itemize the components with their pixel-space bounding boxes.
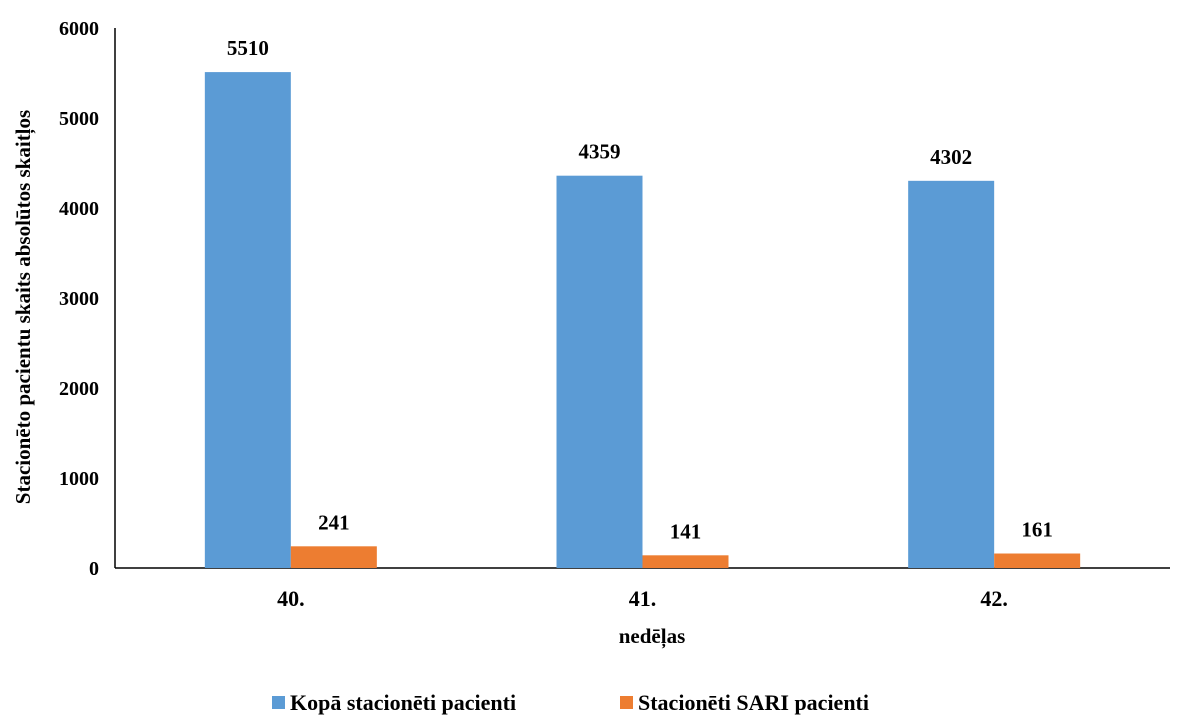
x-tick-label: 40. [277, 586, 305, 611]
x-tick-label: 41. [629, 586, 657, 611]
y-tick-label: 5000 [59, 108, 99, 130]
bar-sari-3 [994, 553, 1081, 568]
bar-sari-1 [290, 546, 377, 568]
data-label: 5510 [227, 36, 269, 60]
data-labels: 5510 241 4359 141 4302 161 [227, 36, 1053, 543]
legend-swatch [620, 696, 633, 709]
y-tick-label: 0 [89, 558, 99, 580]
y-tick-labels: 0 1000 2000 3000 4000 5000 6000 [59, 18, 99, 580]
legend: Kopā stacionēti pacienti Stacionēti SARI … [272, 690, 869, 715]
y-axis: 0 1000 2000 3000 4000 5000 6000 [59, 18, 116, 580]
bar-total-3 [908, 180, 995, 568]
data-label: 141 [670, 519, 702, 543]
legend-label: Kopā stacionēti pacienti [290, 690, 516, 715]
bar-total-2 [556, 175, 643, 568]
data-label: 4359 [579, 140, 621, 164]
x-axis: 40. 41. 42. [115, 567, 1170, 611]
bar-total-1 [204, 72, 291, 568]
y-tick-label: 4000 [59, 198, 99, 220]
legend-swatch [272, 696, 285, 709]
y-axis-title: Stacionēto pacientu skaits absolūtos ska… [11, 110, 36, 504]
y-tick-label: 3000 [59, 288, 99, 310]
legend-label: Stacionēti SARI pacienti [638, 690, 869, 715]
bars [204, 72, 1081, 568]
data-label: 241 [318, 510, 350, 534]
x-axis-title: nedēļas [619, 624, 686, 649]
bar-sari-2 [642, 555, 729, 568]
y-tick-label: 2000 [59, 378, 99, 400]
data-label: 161 [1021, 518, 1053, 542]
y-tick-label: 6000 [59, 18, 99, 40]
x-tick-label: 42. [980, 586, 1008, 611]
y-tick-label: 1000 [59, 468, 99, 490]
x-tick-labels: 40. 41. 42. [277, 586, 1008, 611]
data-label: 4302 [930, 145, 972, 169]
